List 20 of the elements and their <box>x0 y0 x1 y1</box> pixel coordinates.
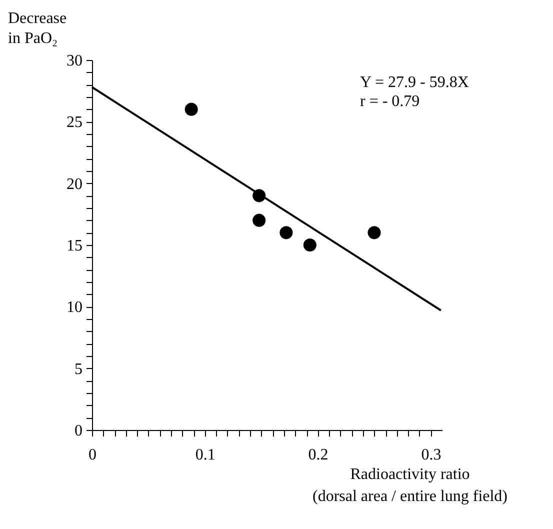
x-tick-label: 0.2 <box>308 446 328 464</box>
x-axis-title: Radioactivity ratio (dorsal area / entire lung field) <box>312 466 508 505</box>
y-tick-label: 10 <box>66 299 82 316</box>
x-tick-label: 0 <box>88 446 96 464</box>
y-tick-label: 0 <box>74 422 82 440</box>
point <box>303 238 316 252</box>
point <box>184 102 198 116</box>
x-tick-label: 0.3 <box>421 446 442 464</box>
point <box>368 226 381 240</box>
y-tick-label: 20 <box>66 176 82 193</box>
y-tick-label: 25 <box>66 114 82 132</box>
y-axis-title: Decrease in PaO₂ <box>8 10 67 47</box>
y-tick-label: 5 <box>74 360 82 378</box>
x-tick-label: 0.1 <box>195 446 216 464</box>
annotation: Y = 27.9 - 59.8X <box>360 74 470 91</box>
point <box>252 214 266 227</box>
annotation: r = - 0.79 <box>360 93 420 110</box>
point <box>280 226 293 240</box>
y-tick-label: 15 <box>66 238 82 254</box>
y-tick-label: 30 <box>66 52 82 70</box>
